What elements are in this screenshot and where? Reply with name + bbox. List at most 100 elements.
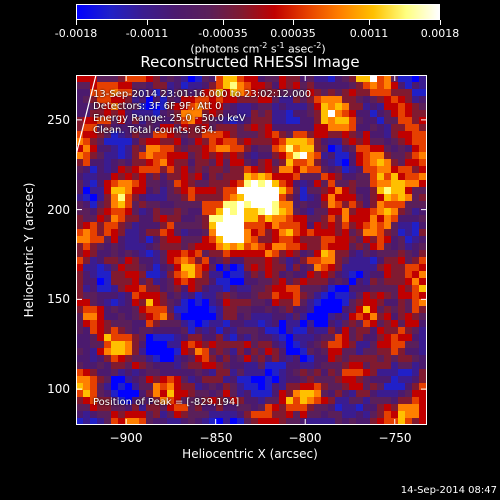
heatmap-cell bbox=[328, 138, 335, 145]
heatmap-cell bbox=[111, 89, 118, 96]
heatmap-cell bbox=[356, 362, 363, 369]
heatmap-cell bbox=[202, 355, 209, 362]
heatmap-cell bbox=[370, 355, 377, 362]
heatmap-cell bbox=[76, 348, 83, 355]
heatmap-cell bbox=[307, 313, 314, 320]
heatmap-cell bbox=[104, 264, 111, 271]
heatmap-cell bbox=[174, 103, 181, 110]
heatmap-cell bbox=[209, 250, 216, 257]
heatmap-cell bbox=[181, 222, 188, 229]
heatmap-cell bbox=[216, 166, 223, 173]
heatmap-cell bbox=[349, 103, 356, 110]
heatmap-cell bbox=[76, 320, 83, 327]
heatmap-cell bbox=[286, 397, 293, 404]
heatmap-cell bbox=[363, 124, 370, 131]
heatmap-cell bbox=[216, 103, 223, 110]
heatmap-cell bbox=[300, 236, 307, 243]
heatmap-cell bbox=[111, 292, 118, 299]
heatmap-cell bbox=[272, 292, 279, 299]
heatmap-cell bbox=[391, 110, 398, 117]
heatmap-cell bbox=[279, 383, 286, 390]
heatmap-cell bbox=[279, 201, 286, 208]
heatmap-cell bbox=[146, 348, 153, 355]
heatmap-cell bbox=[405, 187, 412, 194]
heatmap-cell bbox=[356, 152, 363, 159]
heatmap-cell bbox=[160, 348, 167, 355]
heatmap-cell bbox=[328, 229, 335, 236]
heatmap-cell bbox=[251, 159, 258, 166]
heatmap-cell bbox=[202, 131, 209, 138]
heatmap-cell bbox=[286, 250, 293, 257]
heatmap-cell bbox=[230, 117, 237, 124]
heatmap-cell bbox=[405, 250, 412, 257]
detectors-text: Detectors: 3F 6F 9F, Att 0 bbox=[93, 101, 222, 112]
heatmap-cell bbox=[356, 341, 363, 348]
heatmap-cell bbox=[377, 131, 384, 138]
heatmap-cell bbox=[251, 313, 258, 320]
heatmap-cell bbox=[258, 194, 265, 201]
heatmap-cell bbox=[300, 348, 307, 355]
heatmap-cell bbox=[237, 194, 244, 201]
heatmap-cell bbox=[279, 159, 286, 166]
heatmap-cell bbox=[279, 166, 286, 173]
heatmap-cell bbox=[412, 313, 419, 320]
heatmap-cell bbox=[265, 327, 272, 334]
heatmap-cell bbox=[265, 250, 272, 257]
heatmap-cell bbox=[258, 82, 265, 89]
heatmap-cell bbox=[419, 264, 426, 271]
heatmap-cell bbox=[300, 229, 307, 236]
heatmap-cell bbox=[118, 397, 125, 404]
heatmap-cell bbox=[342, 152, 349, 159]
heatmap-cell bbox=[293, 229, 300, 236]
heatmap-cell bbox=[209, 334, 216, 341]
heatmap-cell bbox=[111, 362, 118, 369]
heatmap-cell bbox=[76, 271, 83, 278]
heatmap-cell bbox=[384, 376, 391, 383]
heatmap-cell bbox=[412, 201, 419, 208]
heatmap-cell bbox=[412, 362, 419, 369]
heatmap-cell bbox=[104, 306, 111, 313]
heatmap-cell bbox=[118, 110, 125, 117]
heatmap-cell bbox=[181, 173, 188, 180]
heatmap-cell bbox=[405, 96, 412, 103]
heatmap-cell bbox=[104, 229, 111, 236]
heatmap-cell bbox=[111, 404, 118, 411]
heatmap-cell bbox=[76, 110, 83, 117]
heatmap-cell bbox=[153, 341, 160, 348]
heatmap-cell bbox=[160, 124, 167, 131]
heatmap-cell bbox=[419, 306, 426, 313]
heatmap-cell bbox=[293, 306, 300, 313]
heatmap-cell bbox=[153, 250, 160, 257]
heatmap-cell bbox=[139, 341, 146, 348]
heatmap-cell bbox=[209, 341, 216, 348]
heatmap-cell bbox=[244, 320, 251, 327]
heatmap-cell bbox=[356, 320, 363, 327]
heatmap-cell bbox=[97, 145, 104, 152]
heatmap-cell bbox=[104, 313, 111, 320]
heatmap-cell bbox=[356, 110, 363, 117]
heatmap-cell bbox=[90, 257, 97, 264]
heatmap-cell bbox=[153, 313, 160, 320]
heatmap-cell bbox=[76, 278, 83, 285]
heatmap-cell bbox=[384, 411, 391, 418]
heatmap-cell bbox=[111, 355, 118, 362]
heatmap-cell bbox=[76, 187, 83, 194]
heatmap-cell bbox=[335, 124, 342, 131]
heatmap-cell bbox=[181, 264, 188, 271]
heatmap-cell bbox=[405, 264, 412, 271]
heatmap-cell bbox=[244, 313, 251, 320]
heatmap-cell bbox=[174, 362, 181, 369]
heatmap-cell bbox=[125, 236, 132, 243]
heatmap-cell bbox=[342, 222, 349, 229]
solar-limb bbox=[76, 75, 97, 156]
heatmap-cell bbox=[195, 278, 202, 285]
heatmap-cell bbox=[398, 110, 405, 117]
heatmap-cell bbox=[279, 355, 286, 362]
heatmap-cell bbox=[279, 320, 286, 327]
heatmap-cell bbox=[160, 306, 167, 313]
heatmap-cell bbox=[111, 208, 118, 215]
heatmap-cell bbox=[314, 96, 321, 103]
heatmap-cell bbox=[398, 292, 405, 299]
heatmap-cell bbox=[139, 306, 146, 313]
heatmap-cell bbox=[139, 257, 146, 264]
